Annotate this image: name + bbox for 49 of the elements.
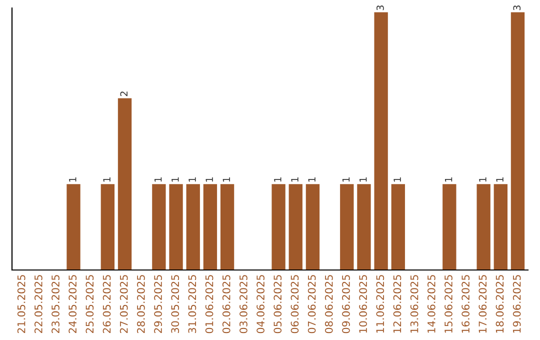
x-tick-label: 17.06.2025 bbox=[478, 275, 487, 333]
x-tick-label: 23.05.2025 bbox=[52, 275, 60, 334]
x-tick-label: 02.06.2025 bbox=[222, 275, 230, 334]
x-tick-label: 18.06.2025 bbox=[496, 275, 504, 333]
data-label: 1 bbox=[103, 177, 110, 182]
x-tick-label: 29.05.2025 bbox=[154, 275, 162, 334]
data-label: 1 bbox=[222, 177, 230, 182]
x-tick-label: 14.06.2025 bbox=[427, 275, 436, 333]
x-tick-label: 11.06.2025 bbox=[376, 275, 384, 333]
x-tick-label: 04.06.2025 bbox=[256, 275, 264, 334]
x-tick-label: 03.06.2025 bbox=[240, 275, 248, 334]
x-tick-label: 08.06.2025 bbox=[324, 275, 333, 334]
x-tick-label: 26.05.2025 bbox=[102, 275, 111, 334]
data-label: 1 bbox=[479, 177, 486, 182]
x-tick-label: 30.05.2025 bbox=[171, 275, 180, 334]
data-label: 1 bbox=[291, 177, 298, 182]
x-tick-label: 06.06.2025 bbox=[290, 275, 299, 334]
x-tick-label: 27.05.2025 bbox=[120, 275, 128, 334]
x-tick-label: 05.06.2025 bbox=[274, 275, 282, 334]
x-tick-label: 21.05.2025 bbox=[17, 275, 26, 334]
x-tick-label: 22.05.2025 bbox=[34, 275, 42, 334]
x-tick-label: 13.06.2025 bbox=[410, 275, 418, 333]
data-label: 1 bbox=[154, 177, 162, 182]
x-tick-label: 07.06.2025 bbox=[308, 275, 316, 334]
data-label: 1 bbox=[342, 177, 350, 182]
x-tick-label: 09.06.2025 bbox=[342, 275, 350, 334]
data-label: 1 bbox=[360, 177, 367, 182]
data-label: 1 bbox=[445, 177, 452, 182]
data-label: 1 bbox=[206, 177, 213, 182]
data-label: 1 bbox=[172, 177, 179, 182]
data-label: 3 bbox=[513, 6, 521, 10]
data-label: 1 bbox=[274, 177, 282, 182]
x-tick-label: 12.06.2025 bbox=[393, 275, 402, 333]
data-label: 1 bbox=[188, 177, 196, 182]
data-label: 1 bbox=[394, 177, 401, 182]
x-tick-label: 01.06.2025 bbox=[205, 275, 214, 334]
x-tick-label: 24.05.2025 bbox=[68, 275, 77, 334]
x-tick-label: 15.06.2025 bbox=[444, 275, 452, 333]
data-label: 1 bbox=[69, 177, 76, 182]
x-tick-label: 31.05.2025 bbox=[188, 275, 196, 334]
x-tick-label: 28.05.2025 bbox=[137, 275, 145, 334]
x-tick-label: 25.05.2025 bbox=[86, 275, 94, 334]
data-label: 3 bbox=[376, 6, 384, 10]
data-label: 1 bbox=[496, 177, 504, 182]
data-label: 2 bbox=[120, 92, 128, 96]
data-label: 1 bbox=[308, 177, 316, 182]
x-tick-label: 16.06.2025 bbox=[462, 275, 470, 333]
x-tick-label: 10.06.2025 bbox=[359, 275, 367, 333]
x-tick-label: 19.06.2025 bbox=[512, 275, 521, 333]
